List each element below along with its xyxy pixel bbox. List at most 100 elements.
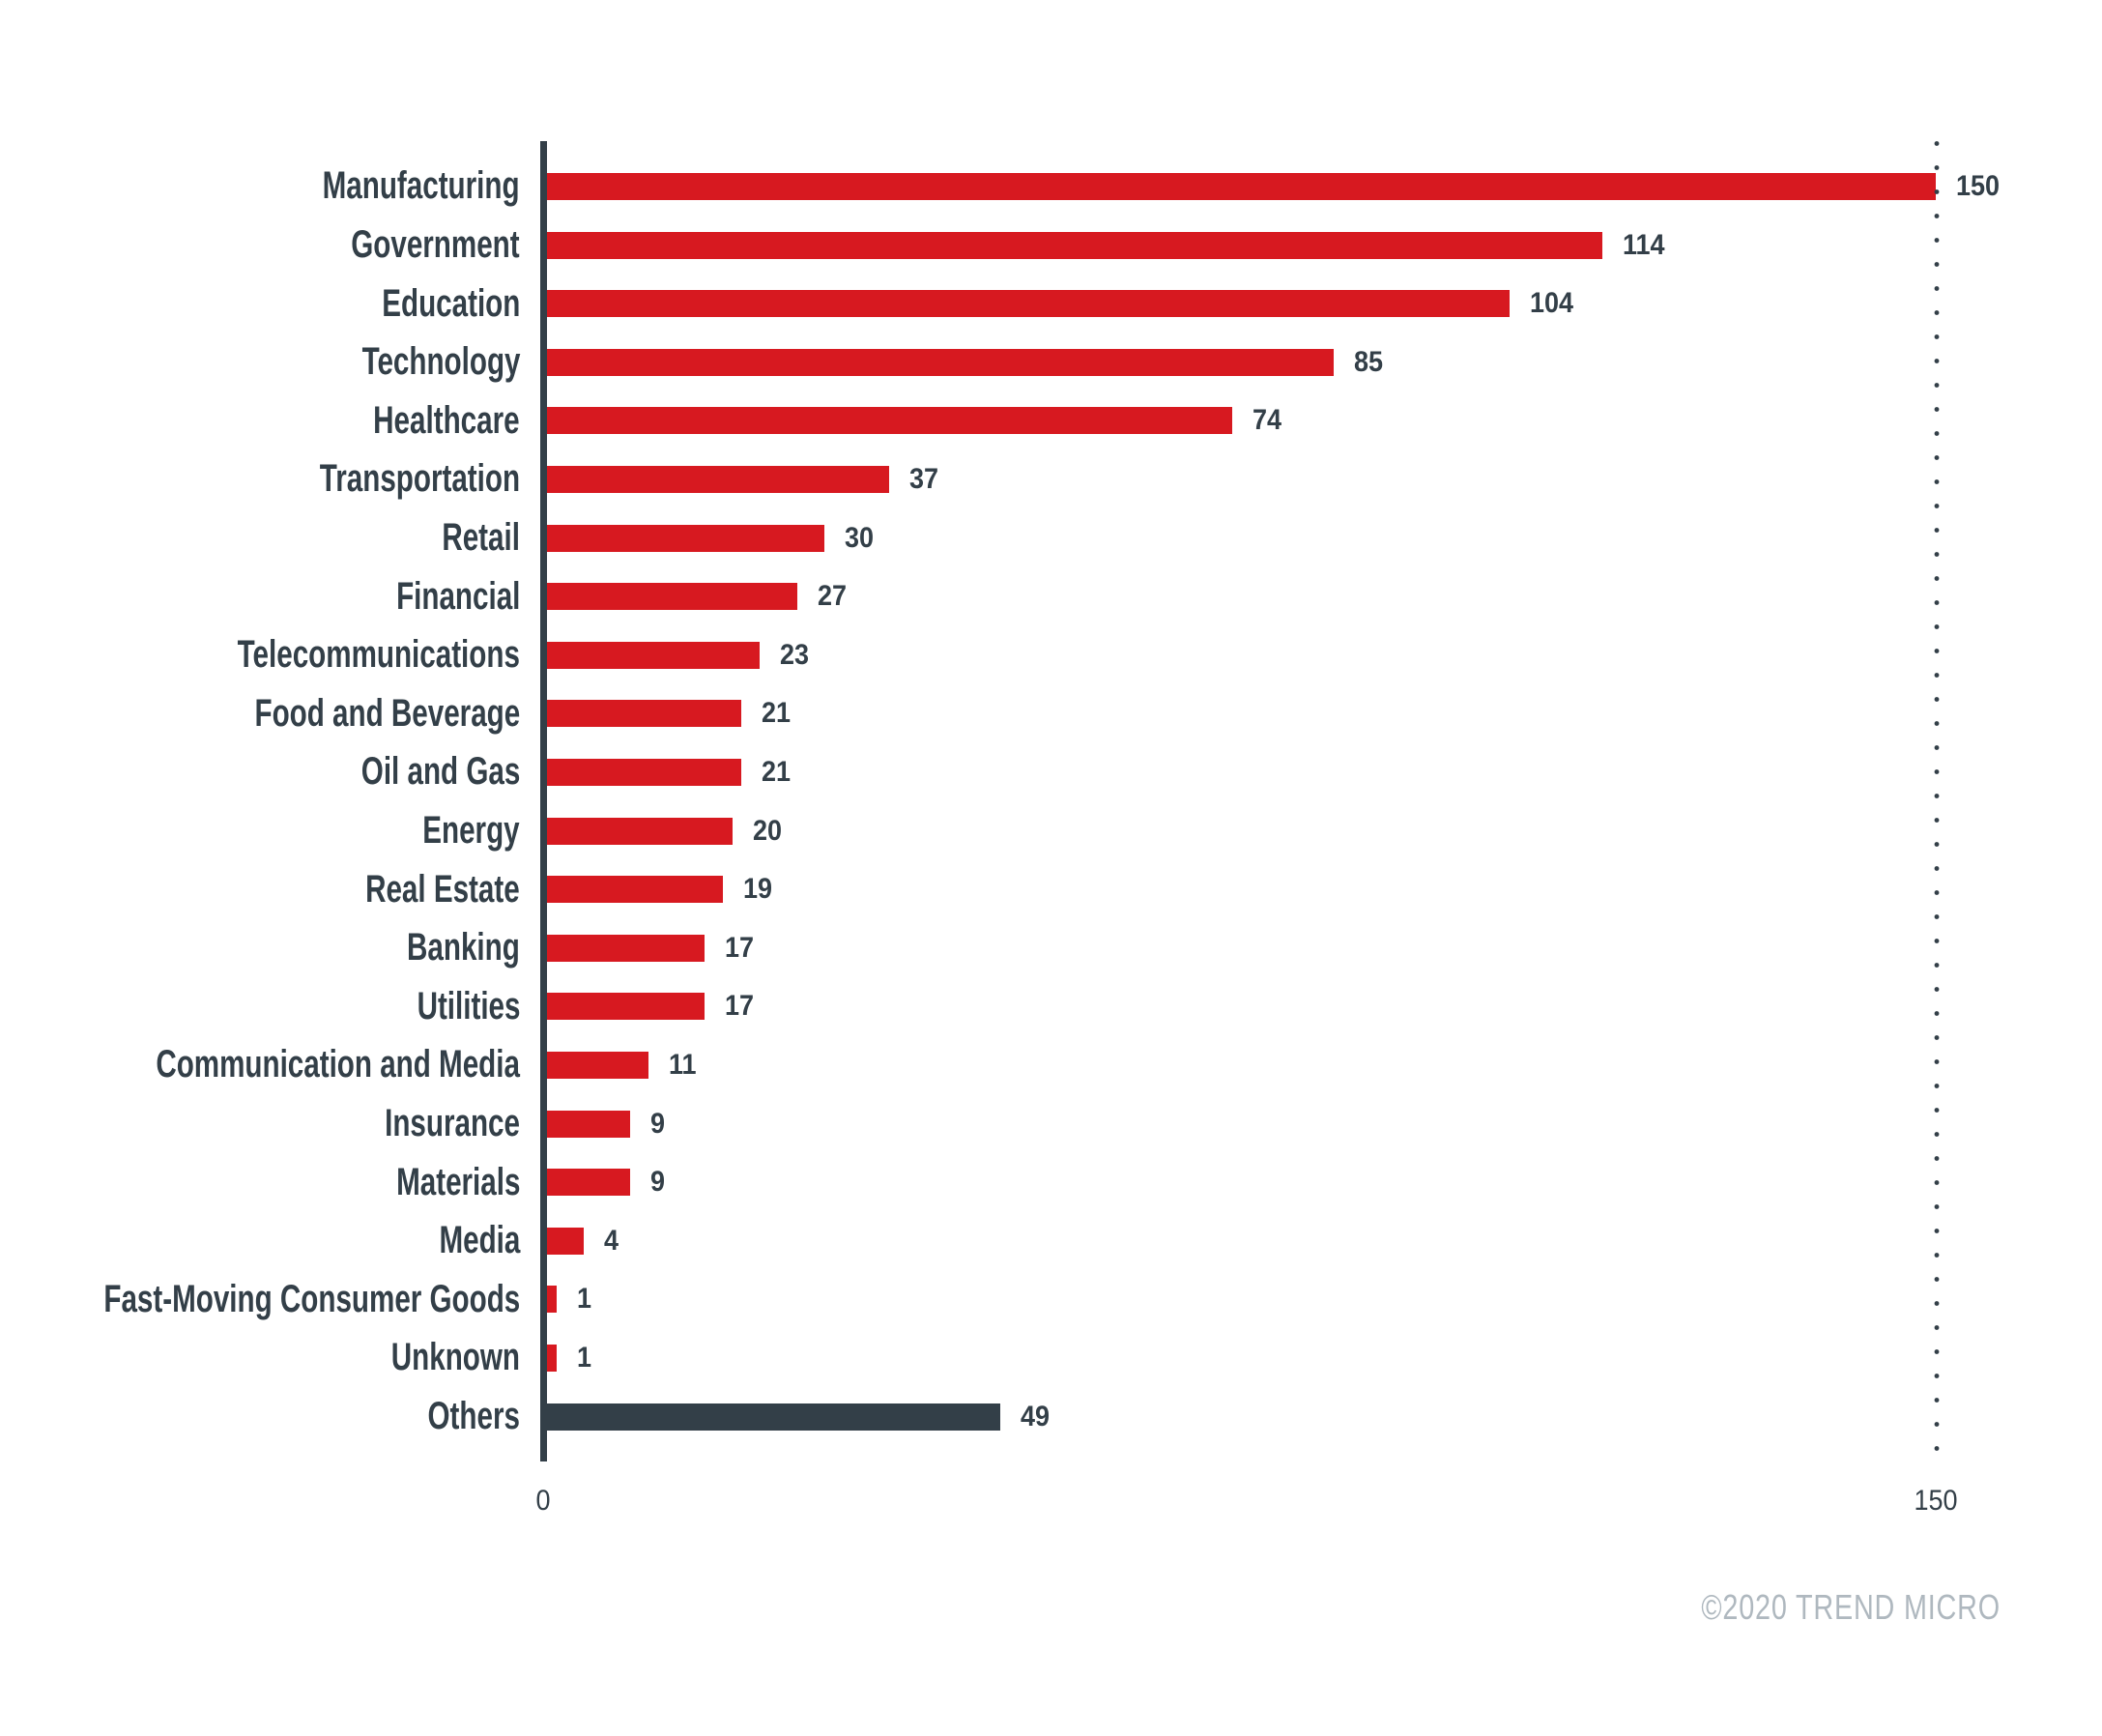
bar-row: Oil and Gas 21 xyxy=(0,743,2102,802)
value-label: 4 xyxy=(604,1224,619,1257)
bar-row: Financial 27 xyxy=(0,567,2102,626)
bar xyxy=(547,1344,557,1372)
value-label: 1 xyxy=(576,1283,591,1316)
bar xyxy=(547,524,825,552)
category-label: Fast-Moving Consumer Goods xyxy=(103,1277,520,1320)
category-label: Transportation xyxy=(319,457,520,501)
category-label-cell: Food and Beverage xyxy=(0,692,520,736)
copyright-watermark: ©2020 TREND MICRO xyxy=(1701,1587,2001,1627)
value-label: 85 xyxy=(1354,345,1384,378)
value-label: 49 xyxy=(1021,1400,1051,1432)
bar-row: Manufacturing 150 xyxy=(0,158,2102,217)
bar-row: Education 104 xyxy=(0,275,2102,333)
bar xyxy=(547,1110,631,1138)
category-label-cell: Government xyxy=(0,223,520,267)
category-label-cell: Transportation xyxy=(0,457,520,501)
x-tick-zero: 0 xyxy=(535,1485,551,1517)
bar xyxy=(547,934,705,962)
bar-row: Food and Beverage 21 xyxy=(0,684,2102,743)
bar xyxy=(547,231,1603,259)
category-label-cell: Materials xyxy=(0,1161,520,1204)
bar xyxy=(547,758,742,786)
value-label: 27 xyxy=(817,580,847,613)
category-label-cell: Others xyxy=(0,1395,520,1438)
category-label: Oil and Gas xyxy=(360,750,520,794)
category-label: Healthcare xyxy=(373,398,520,442)
category-label: Financial xyxy=(395,574,520,618)
bar-row: Technology 85 xyxy=(0,333,2102,392)
dotted-guide-line-150 xyxy=(1934,131,1940,1465)
value-label: 23 xyxy=(780,638,810,671)
bar xyxy=(547,817,733,845)
category-label-cell: Healthcare xyxy=(0,399,520,443)
value-label: 37 xyxy=(909,462,939,495)
category-label-cell: Real Estate xyxy=(0,868,520,911)
value-label: 20 xyxy=(752,814,782,847)
bar-row: Insurance 9 xyxy=(0,1094,2102,1153)
value-label: 30 xyxy=(845,521,875,554)
bar-row: Utilities 17 xyxy=(0,977,2102,1036)
bar xyxy=(547,172,1936,200)
category-label-cell: Manufacturing xyxy=(0,164,520,208)
category-label-cell: Telecommunications xyxy=(0,633,520,677)
category-label: Unknown xyxy=(390,1336,520,1379)
category-label: Media xyxy=(439,1219,520,1262)
bar xyxy=(547,290,1511,318)
bar xyxy=(547,1286,557,1314)
category-label-cell: Unknown xyxy=(0,1336,520,1379)
value-label: 114 xyxy=(1623,228,1665,261)
bar-row: Communication and Media 11 xyxy=(0,1036,2102,1095)
bar xyxy=(547,1403,1001,1431)
bar-row: Transportation 37 xyxy=(0,450,2102,509)
value-label: 9 xyxy=(650,1107,666,1140)
bar xyxy=(547,1051,649,1079)
bar-row: Telecommunications 23 xyxy=(0,626,2102,685)
bar-row: Healthcare 74 xyxy=(0,391,2102,450)
bar-row: Fast-Moving Consumer Goods 1 xyxy=(0,1270,2102,1329)
category-label-cell: Retail xyxy=(0,516,520,560)
category-label: Energy xyxy=(422,809,520,853)
category-label-cell: Utilities xyxy=(0,985,520,1028)
bar-row: Media 4 xyxy=(0,1212,2102,1271)
bar-row: Government 114 xyxy=(0,216,2102,275)
bar xyxy=(547,1227,585,1255)
category-label-cell: Energy xyxy=(0,809,520,853)
y-axis-line xyxy=(540,141,547,1461)
category-label: Materials xyxy=(395,1160,520,1203)
value-label: 9 xyxy=(650,1166,666,1199)
bar-row: Energy 20 xyxy=(0,801,2102,860)
bar xyxy=(547,583,797,611)
bar xyxy=(547,407,1232,435)
category-label: Real Estate xyxy=(365,867,520,911)
category-label-cell: Fast-Moving Consumer Goods xyxy=(0,1278,520,1321)
category-label-cell: Financial xyxy=(0,575,520,619)
category-label: Communication and Media xyxy=(156,1043,520,1086)
x-tick-max: 150 xyxy=(1914,1485,1958,1517)
bar xyxy=(547,993,705,1021)
value-label: 19 xyxy=(743,873,773,906)
bar xyxy=(547,348,1335,376)
category-label: Technology xyxy=(361,340,520,384)
bar xyxy=(547,700,742,728)
bar-row: Unknown 1 xyxy=(0,1329,2102,1388)
category-label-cell: Insurance xyxy=(0,1102,520,1145)
category-label-cell: Media xyxy=(0,1219,520,1262)
value-label: 150 xyxy=(1956,169,2001,202)
category-label-cell: Technology xyxy=(0,340,520,384)
category-label: Telecommunications xyxy=(237,633,520,677)
bar xyxy=(547,465,890,493)
bar-row: Materials 9 xyxy=(0,1153,2102,1212)
category-label-cell: Oil and Gas xyxy=(0,750,520,794)
value-label: 11 xyxy=(669,1048,697,1081)
value-label: 21 xyxy=(762,755,792,788)
bar-row: Banking 17 xyxy=(0,919,2102,978)
bar-row: Real Estate 19 xyxy=(0,860,2102,919)
category-label: Others xyxy=(427,1395,520,1438)
category-label: Government xyxy=(351,223,520,267)
category-label: Food and Beverage xyxy=(254,691,520,735)
category-label-cell: Communication and Media xyxy=(0,1043,520,1086)
value-label: 104 xyxy=(1530,287,1574,320)
value-label: 74 xyxy=(1252,404,1281,437)
